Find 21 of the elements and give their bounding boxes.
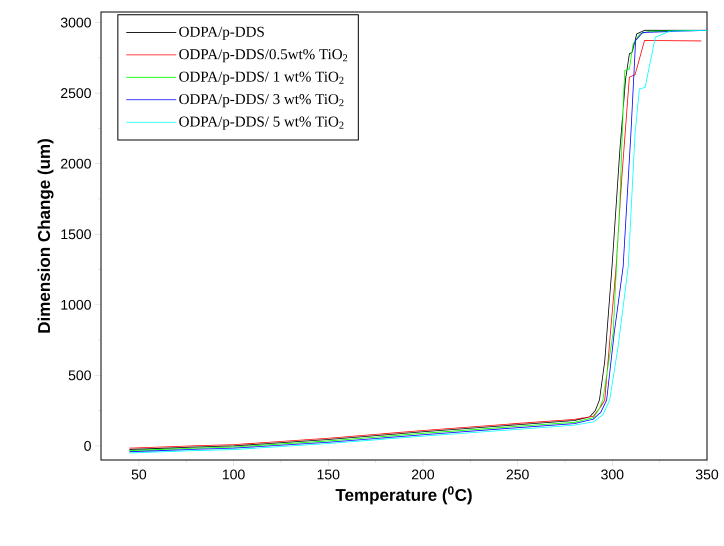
legend-label: ODPA/p-DDS/0.5wt% TiO$_{2}$ [179,49,348,62]
legend-label: ODPA/p-DDS/ 5 wt% TiO$_{2}$ [179,116,344,130]
legend-label: ODPA/p-DDS/ 3 wt% TiO$_{2}$ [179,94,344,108]
y-tick-label: 3000 [60,18,91,28]
x-tick-label: 350 [696,470,718,480]
y-axis-title: Dimension Change (um) [38,139,54,333]
y-tick-label: 1500 [61,229,91,240]
x-tick-label: 100 [222,470,245,480]
y-tick-label: 0 [84,440,91,451]
y-tick-label: 1000 [61,300,91,310]
x-tick-label: 200 [412,470,434,480]
x-tick-label: 300 [601,470,624,480]
legend-label: ODPA/p-DDS/ 1 wt% TiO$_{2}$ [179,72,344,85]
x-tick-label: 250 [506,470,529,480]
x-tick-label: 150 [318,470,340,480]
x-tick-label: 50 [132,470,146,480]
legend-label: ODPA/p-DDS [179,26,264,40]
y-tick-label: 2500 [61,88,91,98]
y-tick-label: 500 [68,370,91,380]
y-tick-label: 2000 [61,158,91,169]
x-axis-title: Temperature ($^{0}$C) [336,486,472,504]
